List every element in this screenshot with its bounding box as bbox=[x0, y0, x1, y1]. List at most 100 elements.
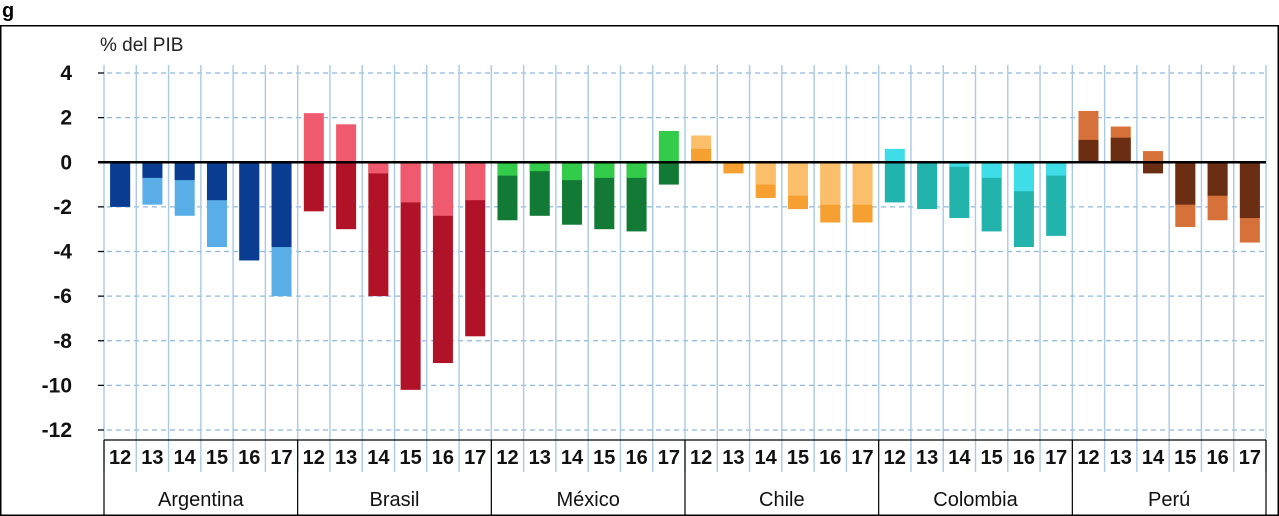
x-tick-label: 14 bbox=[948, 447, 971, 469]
bar-inner bbox=[1207, 162, 1228, 196]
group-label: Colombia bbox=[933, 489, 1018, 511]
x-tick-label: 13 bbox=[1110, 447, 1132, 469]
bar-inner bbox=[174, 162, 195, 181]
group-label: Perú bbox=[1148, 489, 1190, 511]
y-tick-label: -10 bbox=[42, 374, 72, 397]
bar-total bbox=[303, 113, 324, 163]
x-tick-label: 16 bbox=[1206, 447, 1228, 469]
bar-total bbox=[820, 162, 841, 205]
x-tick-label: 12 bbox=[496, 447, 518, 469]
bar-inner bbox=[981, 162, 1002, 232]
bar-total bbox=[1143, 151, 1164, 163]
x-tick-label: 15 bbox=[981, 447, 1003, 469]
bar-total bbox=[432, 162, 453, 216]
x-tick-label: 12 bbox=[1077, 447, 1099, 469]
bar-inner bbox=[884, 162, 905, 203]
bar-inner bbox=[400, 162, 421, 390]
bar-total bbox=[1046, 162, 1067, 176]
x-tick-label: 15 bbox=[593, 447, 615, 469]
x-tick-label: 14 bbox=[367, 447, 390, 469]
y-axis-label: % del PIB bbox=[100, 35, 183, 56]
x-tick-label: 12 bbox=[690, 447, 712, 469]
group-label: México bbox=[556, 489, 619, 511]
y-tick-label: 4 bbox=[60, 62, 72, 85]
x-tick-label: 16 bbox=[238, 447, 260, 469]
bar-inner bbox=[368, 162, 389, 297]
bar-total bbox=[755, 162, 776, 185]
x-tick-label: 14 bbox=[174, 447, 197, 469]
bar-total bbox=[368, 162, 389, 174]
x-tick-label: 16 bbox=[625, 447, 647, 469]
x-tick-label: 13 bbox=[722, 447, 744, 469]
bar-inner bbox=[497, 162, 518, 221]
x-tick-label: 12 bbox=[109, 447, 131, 469]
bar-total bbox=[626, 162, 647, 178]
bar-total bbox=[981, 162, 1002, 178]
y-tick-label: -4 bbox=[53, 241, 72, 264]
bar-inner bbox=[465, 162, 486, 337]
bar-total bbox=[852, 162, 873, 205]
bar-total bbox=[594, 162, 615, 178]
bar-inner bbox=[626, 162, 647, 232]
axis-layer: 4 2 0 -2 -4 -6 -8 -10 -12 12 13 14 15 16 17 12 13 14 15 16 1… bbox=[42, 62, 1267, 516]
x-tick-label: 13 bbox=[529, 447, 551, 469]
x-tick-label: 14 bbox=[1142, 447, 1165, 469]
bar-inner bbox=[271, 162, 292, 248]
x-tick-label: 17 bbox=[851, 447, 873, 469]
bar-layer bbox=[110, 110, 1260, 390]
bar-total bbox=[1013, 162, 1034, 192]
x-tick-label: 16 bbox=[1013, 447, 1035, 469]
y-tick-label: -8 bbox=[53, 330, 72, 353]
grid-layer bbox=[98, 65, 1267, 472]
x-tick-label: 14 bbox=[561, 447, 584, 469]
bar-inner bbox=[1239, 162, 1260, 219]
bar-inner bbox=[206, 162, 227, 201]
bar-total bbox=[562, 162, 583, 181]
bar-inner bbox=[110, 162, 131, 207]
bar-total bbox=[787, 162, 808, 196]
x-tick-label: 17 bbox=[1239, 447, 1261, 469]
x-tick-label: 15 bbox=[206, 447, 228, 469]
y-tick-label: 0 bbox=[60, 151, 72, 174]
x-tick-label: 13 bbox=[335, 447, 357, 469]
figure-label: g bbox=[2, 0, 15, 22]
bar-total bbox=[465, 162, 486, 201]
x-tick-label: 15 bbox=[787, 447, 809, 469]
bar-inner bbox=[1046, 162, 1067, 236]
x-tick-label: 17 bbox=[464, 447, 486, 469]
bar-inner bbox=[1143, 162, 1164, 174]
bar-inner bbox=[949, 162, 970, 219]
bar-total bbox=[529, 162, 550, 172]
x-tick-label: 15 bbox=[400, 447, 422, 469]
bar-inner bbox=[336, 162, 357, 230]
x-tick-label: 16 bbox=[819, 447, 841, 469]
bar-inner bbox=[594, 162, 615, 230]
bar-inner bbox=[142, 162, 163, 178]
bar-inner bbox=[239, 162, 260, 261]
bar-inner bbox=[1078, 139, 1099, 163]
x-tick-label: 17 bbox=[1045, 447, 1067, 469]
x-tick-label: 13 bbox=[141, 447, 163, 469]
bar-inner bbox=[1175, 162, 1196, 205]
y-tick-label: 2 bbox=[60, 107, 72, 130]
bar-inner bbox=[917, 162, 938, 210]
group-label: Chile bbox=[759, 489, 805, 511]
x-tick-label: 17 bbox=[270, 447, 292, 469]
y-tick-label: -6 bbox=[53, 285, 72, 308]
bar-inner bbox=[529, 162, 550, 216]
bar-total bbox=[497, 162, 518, 176]
bar-total bbox=[336, 124, 357, 163]
bar-inner bbox=[1110, 137, 1131, 163]
bar-total bbox=[949, 162, 970, 167]
x-tick-label: 14 bbox=[755, 447, 778, 469]
group-label: Argentina bbox=[158, 489, 244, 511]
group-label: Brasil bbox=[369, 489, 419, 511]
x-tick-label: 12 bbox=[303, 447, 325, 469]
x-tick-label: 15 bbox=[1174, 447, 1196, 469]
x-tick-label: 13 bbox=[916, 447, 938, 469]
bar-total bbox=[400, 162, 421, 203]
bar-total bbox=[884, 148, 905, 163]
y-tick-label: -12 bbox=[42, 419, 72, 442]
bar-inner bbox=[691, 148, 712, 163]
